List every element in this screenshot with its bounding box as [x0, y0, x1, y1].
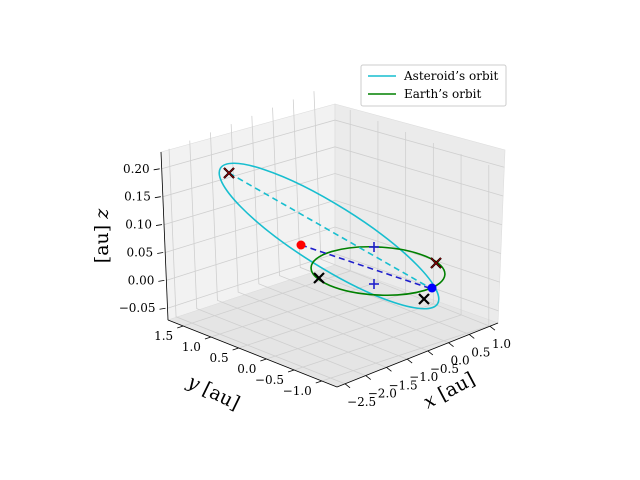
legend-asteroid-label: Asteroid’s orbit: [403, 69, 498, 83]
y-axis-label: y [au]: [183, 370, 243, 414]
blue-point-marker: [427, 283, 437, 293]
pane-group: [160, 103, 506, 388]
x-tick-label: 0.5: [471, 345, 490, 359]
z-tick-label: 0.10: [125, 218, 152, 232]
grid-group: [161, 91, 505, 385]
axes-group: −0.050.000.050.100.150.20−1.0−0.50.00.51…: [119, 151, 511, 409]
x-tick: [427, 350, 434, 356]
legend-frame: [360, 64, 507, 107]
z-tick: [153, 168, 160, 171]
y-tick-label: 0.0: [237, 362, 256, 376]
y-tick: [260, 358, 267, 362]
x-tick-label: 0.0: [451, 354, 470, 368]
x-axis-line: [336, 322, 499, 388]
z-tick: [159, 307, 166, 310]
z-tick: [155, 224, 163, 226]
z-axis-label: [au] z: [91, 208, 113, 263]
x-gridline: [230, 124, 408, 360]
red-point-marker: [296, 240, 306, 250]
z-tick: [158, 279, 165, 282]
y-tick-label: −1.0: [283, 384, 312, 398]
y-tick-label: −0.5: [255, 373, 284, 387]
y-tick: [204, 336, 212, 340]
y-tick: [177, 325, 184, 329]
apsides-line: [228, 172, 433, 290]
x-tick-label: −2.5: [347, 395, 376, 409]
z-tick-label: 0.00: [128, 273, 155, 287]
x-tick: [386, 367, 392, 372]
x-tick: [406, 358, 413, 364]
x-tick-label: 1.0: [492, 337, 511, 351]
z-gridline: [166, 226, 500, 283]
x-tick: [489, 325, 496, 331]
z-gridline: [163, 173, 503, 226]
nodes-line: [300, 244, 433, 290]
z-tick: [157, 252, 164, 254]
node-cross-marker: [313, 272, 325, 284]
z-tick-label: 0.20: [123, 162, 150, 176]
curves-group: [218, 162, 446, 310]
y-tick-label: 1.0: [182, 340, 201, 354]
x-tick: [469, 334, 475, 339]
y-axis-line: [167, 319, 338, 388]
x-gridline: [313, 91, 491, 327]
earth-orbit-line: [310, 245, 446, 297]
y-tick: [232, 347, 239, 351]
x-gridline: [292, 99, 470, 335]
x-gridline: [168, 148, 346, 385]
z-tick-label: 0.15: [124, 190, 151, 204]
markers-group: [223, 167, 442, 305]
y-tick: [287, 369, 295, 373]
x-tick-label: −2.0: [368, 387, 397, 401]
x-gridline: [210, 132, 387, 368]
z-gridline: [161, 119, 505, 170]
z-axis-line: [160, 151, 169, 321]
x-tick: [365, 375, 371, 380]
y-tick-label: 1.5: [154, 329, 173, 343]
earth-cross-marker-inner: [430, 257, 442, 269]
x-gridline: [251, 115, 428, 352]
perihelion-cross-marker: [418, 293, 430, 305]
y-tick-label: 0.5: [210, 351, 229, 365]
x-tick-label: −1.5: [388, 378, 417, 392]
legend-earth-label: Earth’s orbit: [404, 87, 481, 101]
x-gridline: [189, 140, 366, 376]
x-tick: [448, 342, 454, 347]
z-gridline: [165, 199, 501, 254]
z-gridline: [167, 253, 499, 312]
aphelion-cross-marker-inner: [223, 167, 235, 179]
legend: Asteroid’s orbit Earth’s orbit: [360, 64, 507, 107]
z-tick-label: −0.05: [119, 301, 156, 315]
x-tick-label: −1.0: [409, 370, 438, 384]
z-tick: [154, 196, 161, 199]
x-gridline: [272, 107, 449, 344]
x-tick-label: −0.5: [430, 362, 459, 376]
x-tick: [344, 383, 351, 389]
z-tick-label: 0.05: [126, 245, 153, 259]
y-tick: [315, 380, 322, 384]
